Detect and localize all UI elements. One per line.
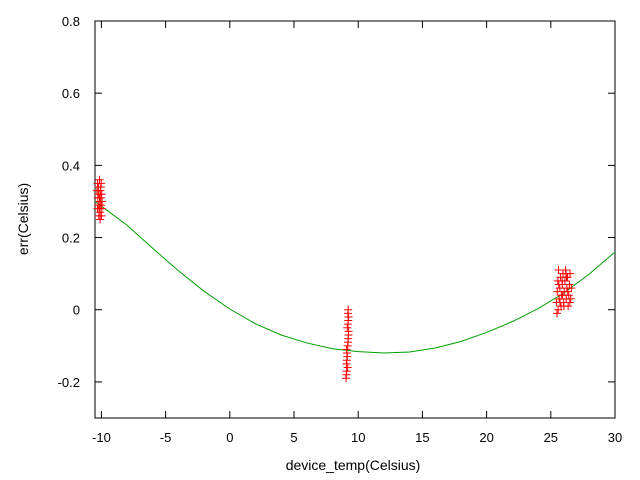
data-point xyxy=(558,291,567,300)
x-tick-label: 30 xyxy=(608,430,622,445)
data-point xyxy=(95,175,104,184)
x-tick-label: 20 xyxy=(479,430,493,445)
data-point xyxy=(566,294,575,303)
y-tick-label: 0.6 xyxy=(62,86,80,101)
x-tick-label: -5 xyxy=(160,430,172,445)
data-point xyxy=(343,363,352,372)
plot-frame xyxy=(94,20,616,419)
data-point xyxy=(95,193,104,202)
data-points-layer xyxy=(92,175,576,383)
data-point xyxy=(343,323,352,332)
x-tick-label: 10 xyxy=(351,430,365,445)
data-point xyxy=(558,276,567,285)
data-point xyxy=(342,359,351,368)
data-point xyxy=(567,284,576,293)
y-tick-label: 0.8 xyxy=(62,14,80,29)
data-point xyxy=(559,302,568,311)
x-tick-label: -10 xyxy=(92,430,111,445)
data-point xyxy=(344,305,353,314)
data-point xyxy=(565,298,574,307)
data-point xyxy=(342,356,351,365)
fit-curve-line xyxy=(94,201,616,354)
data-point xyxy=(94,186,103,195)
y-tick-label: 0 xyxy=(73,303,80,318)
y-tick-label: -0.2 xyxy=(58,375,80,390)
data-point xyxy=(552,309,561,318)
data-point xyxy=(556,298,565,307)
data-point xyxy=(554,305,563,314)
data-point xyxy=(342,345,351,354)
data-point xyxy=(94,211,103,220)
y-tick-label: 0.4 xyxy=(62,158,80,173)
data-point xyxy=(95,201,104,210)
x-tick-label: 0 xyxy=(226,430,233,445)
data-point xyxy=(561,269,570,278)
data-point xyxy=(344,312,353,321)
data-point xyxy=(96,215,105,224)
x-tick-label: 25 xyxy=(544,430,558,445)
data-point xyxy=(554,280,563,289)
axis-ticks: -10 -5 0 5 10 15 20 25 30 -0.2 0 0.2 0.4 0.6 0.8 xyxy=(58,14,623,445)
data-point xyxy=(554,266,563,275)
fit-curve-layer xyxy=(94,201,616,354)
data-point xyxy=(344,330,353,339)
x-tick-label: 15 xyxy=(415,430,429,445)
data-point xyxy=(563,287,572,296)
data-point xyxy=(342,370,351,379)
data-point xyxy=(565,280,574,289)
x-tick-label: 5 xyxy=(290,430,297,445)
data-point xyxy=(97,204,106,213)
y-tick-label: 0.2 xyxy=(62,231,80,246)
data-point xyxy=(97,179,106,188)
x-axis-title: device_temp(Celsius) xyxy=(286,457,421,473)
data-point xyxy=(562,273,571,282)
y-axis-title: err(Celsius) xyxy=(15,183,31,255)
